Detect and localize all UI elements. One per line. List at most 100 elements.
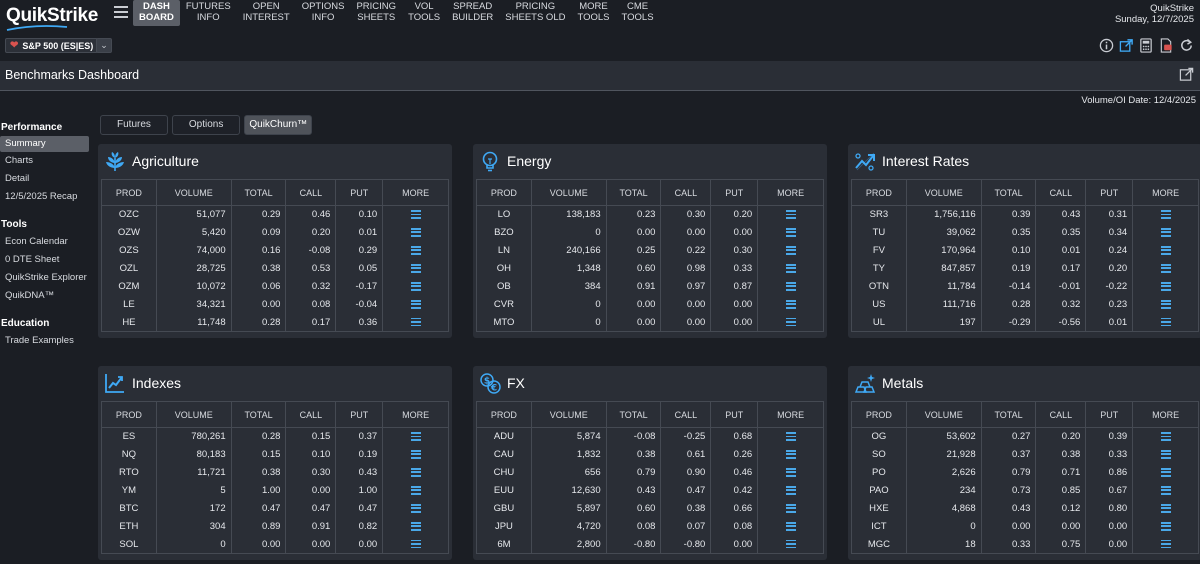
menu-icon[interactable] [1160, 485, 1171, 495]
column-header-call[interactable]: CALL [660, 401, 712, 428]
menu-icon[interactable] [410, 210, 421, 219]
menu-icon[interactable] [785, 245, 796, 255]
column-header-volume[interactable]: VOLUME [530, 179, 607, 206]
column-header-volume[interactable]: VOLUME [155, 401, 232, 428]
column-header-total[interactable]: TOTAL [605, 179, 662, 206]
sidebar-item-quikstrike-explorer[interactable]: QuikStrike Explorer [5, 272, 87, 283]
menu-icon[interactable] [410, 521, 421, 531]
menu-icon[interactable] [785, 503, 796, 513]
menu-icon[interactable] [410, 263, 421, 273]
menu-icon[interactable] [1160, 539, 1171, 549]
nav-item-open-interest[interactable]: OPEN INTEREST [237, 0, 296, 26]
nav-item-futures-info[interactable]: FUTURES INFO [180, 0, 237, 26]
nav-item-pricing-sheets[interactable]: PRICING SHEETS [350, 0, 402, 26]
tab-futures[interactable]: Futures [100, 115, 168, 135]
menu-icon[interactable] [785, 539, 796, 549]
column-header-more[interactable]: MORE [757, 401, 824, 428]
sidebar-item-trade-examples[interactable]: Trade Examples [5, 335, 74, 346]
menu-icon[interactable] [1160, 210, 1171, 219]
nav-item-dash-board[interactable]: DASH BOARD [133, 0, 180, 26]
sidebar-item-charts[interactable]: Charts [5, 155, 33, 166]
menu-icon[interactable] [1160, 432, 1171, 441]
column-header-put[interactable]: PUT [335, 401, 384, 428]
menu-icon[interactable] [410, 245, 421, 255]
nav-item-vol-tools[interactable]: VOL TOOLS [402, 0, 446, 26]
sidebar-item-quikdna[interactable]: QuikDNA™ [5, 290, 55, 301]
menu-icon[interactable] [410, 485, 421, 495]
menu-icon[interactable] [410, 432, 421, 441]
menu-icon[interactable] [410, 317, 421, 327]
menu-icon[interactable] [785, 432, 796, 441]
menu-icon[interactable] [1160, 263, 1171, 273]
column-header-prod[interactable]: PROD [476, 401, 532, 428]
product-dropdown-button[interactable]: ⌄ [96, 38, 112, 53]
column-header-more[interactable]: MORE [1132, 179, 1199, 206]
menu-icon[interactable] [1160, 227, 1171, 237]
column-header-more[interactable]: MORE [757, 179, 824, 206]
menu-icon[interactable] [1160, 245, 1171, 255]
calculator-icon[interactable] [1138, 37, 1154, 53]
hamburger-menu-icon[interactable] [114, 6, 128, 18]
column-header-total[interactable]: TOTAL [980, 401, 1037, 428]
quikstrike-logo[interactable]: QuikStrike [6, 3, 98, 31]
menu-icon[interactable] [1160, 503, 1171, 513]
popout-icon[interactable] [1179, 67, 1194, 82]
column-header-put[interactable]: PUT [1085, 401, 1134, 428]
menu-icon[interactable] [785, 449, 796, 459]
refresh-icon[interactable] [1178, 37, 1194, 53]
product-selector[interactable]: ❤ S&P 500 (ES|ES) [5, 38, 99, 53]
column-header-volume[interactable]: VOLUME [905, 179, 982, 206]
menu-icon[interactable] [1160, 521, 1171, 531]
column-header-put[interactable]: PUT [335, 179, 384, 206]
column-header-call[interactable]: CALL [285, 179, 337, 206]
column-header-total[interactable]: TOTAL [980, 179, 1037, 206]
column-header-put[interactable]: PUT [710, 401, 759, 428]
menu-icon[interactable] [785, 521, 796, 531]
tab-options[interactable]: Options [171, 115, 241, 135]
sidebar-item-12-5-2025-recap[interactable]: 12/5/2025 Recap [5, 191, 78, 202]
menu-icon[interactable] [410, 467, 421, 477]
menu-icon[interactable] [410, 449, 421, 459]
sidebar-item-summary[interactable]: Summary [0, 136, 89, 152]
menu-icon[interactable] [785, 299, 796, 309]
nav-item-pricing-sheets-old[interactable]: PRICING SHEETS OLD [499, 0, 571, 26]
menu-icon[interactable] [410, 539, 421, 549]
menu-icon[interactable] [1160, 467, 1171, 477]
menu-icon[interactable] [785, 317, 796, 327]
column-header-prod[interactable]: PROD [851, 179, 907, 206]
menu-icon[interactable] [785, 281, 796, 291]
column-header-more[interactable]: MORE [1132, 401, 1199, 428]
menu-icon[interactable] [785, 467, 796, 477]
column-header-put[interactable]: PUT [1085, 179, 1134, 206]
tab-quikchurn[interactable]: QuikChurn™ [244, 115, 313, 135]
column-header-call[interactable]: CALL [660, 179, 712, 206]
menu-icon[interactable] [410, 299, 421, 309]
column-header-call[interactable]: CALL [1035, 401, 1087, 428]
column-header-more[interactable]: MORE [382, 401, 449, 428]
menu-icon[interactable] [410, 227, 421, 237]
heart-icon[interactable]: ❤ [10, 40, 19, 51]
menu-icon[interactable] [1160, 449, 1171, 459]
sidebar-item-detail[interactable]: Detail [5, 173, 30, 184]
sidebar-item-0-dte-sheet[interactable]: 0 DTE Sheet [5, 254, 60, 265]
nav-item-spread-builder[interactable]: SPREAD BUILDER [446, 0, 499, 26]
menu-icon[interactable] [785, 263, 796, 273]
column-header-total[interactable]: TOTAL [605, 401, 662, 428]
menu-icon[interactable] [785, 485, 796, 495]
menu-icon[interactable] [1160, 299, 1171, 309]
menu-icon[interactable] [1160, 317, 1171, 327]
share-icon[interactable] [1118, 37, 1134, 53]
info-icon[interactable] [1098, 37, 1114, 53]
nav-item-options-info[interactable]: OPTIONS INFO [296, 0, 351, 26]
menu-icon[interactable] [1160, 281, 1171, 291]
menu-icon[interactable] [785, 227, 796, 237]
menu-icon[interactable] [410, 281, 421, 291]
menu-icon[interactable] [410, 503, 421, 513]
column-header-prod[interactable]: PROD [851, 401, 907, 428]
column-header-put[interactable]: PUT [710, 179, 759, 206]
nav-item-more-tools[interactable]: MORE TOOLS [571, 0, 615, 26]
column-header-volume[interactable]: VOLUME [155, 179, 232, 206]
column-header-prod[interactable]: PROD [476, 179, 532, 206]
column-header-volume[interactable]: VOLUME [530, 401, 607, 428]
pdf-icon[interactable] [1158, 37, 1174, 53]
